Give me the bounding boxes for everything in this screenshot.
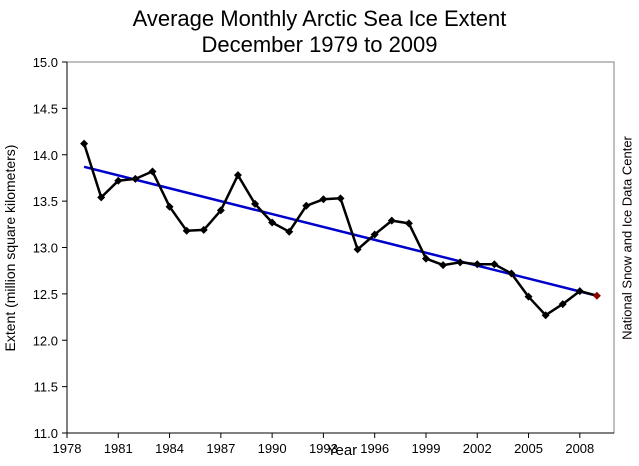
series-line bbox=[82, 143, 598, 317]
chart-subtitle: December 1979 to 2009 bbox=[201, 32, 438, 57]
data-point bbox=[80, 139, 89, 148]
data-point bbox=[507, 269, 516, 278]
y-tick-label: 14.5 bbox=[33, 101, 58, 116]
data-point bbox=[524, 292, 533, 301]
data-point bbox=[131, 174, 140, 183]
y-tick-label: 11.5 bbox=[34, 380, 58, 395]
data-point bbox=[456, 258, 465, 267]
data-point bbox=[558, 300, 567, 309]
data-point bbox=[575, 287, 584, 296]
data-point bbox=[165, 202, 174, 211]
data-point bbox=[216, 206, 225, 215]
data-point bbox=[97, 193, 106, 202]
x-tick-label: 2002 bbox=[463, 441, 492, 456]
plot-frame bbox=[66, 61, 615, 434]
data-point bbox=[370, 230, 379, 239]
y-tick-label: 15.0 bbox=[33, 55, 58, 70]
data-point bbox=[541, 311, 550, 320]
chart-title: Average Monthly Arctic Sea Ice Extent bbox=[132, 6, 507, 31]
y-tick-label: 12.5 bbox=[33, 287, 58, 302]
x-axis-label: Year bbox=[326, 442, 358, 459]
x-tick-label: 1984 bbox=[155, 441, 184, 456]
data-point bbox=[353, 245, 362, 254]
data-point bbox=[302, 201, 311, 210]
data-point bbox=[421, 254, 430, 263]
data-point bbox=[268, 218, 277, 227]
x-tick-label: 1999 bbox=[412, 441, 441, 456]
x-tick-label: 1981 bbox=[104, 441, 133, 456]
x-tick-label: 1987 bbox=[206, 441, 235, 456]
data-point bbox=[285, 227, 294, 236]
data-point bbox=[251, 199, 260, 208]
y-tick-label: 13.5 bbox=[33, 194, 58, 209]
y-tick-label: 14.0 bbox=[33, 148, 58, 163]
data-point bbox=[473, 260, 482, 269]
x-tick-label: 1978 bbox=[53, 441, 82, 456]
data-point bbox=[439, 261, 448, 270]
x-tick-label: 2005 bbox=[514, 441, 543, 456]
x-tick-label: 2008 bbox=[565, 441, 594, 456]
x-tick-label: 1990 bbox=[258, 441, 287, 456]
y-tick-label: 12.0 bbox=[33, 333, 58, 348]
y-tick-label: 13.0 bbox=[33, 241, 58, 256]
data-point bbox=[404, 219, 413, 228]
data-point-latest bbox=[592, 291, 601, 300]
data-point bbox=[148, 167, 157, 176]
x-tick-label: 1996 bbox=[360, 441, 389, 456]
data-point bbox=[490, 260, 499, 269]
data-point bbox=[387, 216, 396, 225]
x-tick-label: 1993 bbox=[309, 441, 338, 456]
data-point bbox=[199, 225, 208, 234]
data-point bbox=[319, 195, 328, 204]
data-point bbox=[114, 176, 123, 185]
data-point bbox=[233, 171, 242, 180]
y-tick-label: 11.0 bbox=[34, 426, 58, 441]
data-point bbox=[336, 194, 345, 203]
data-point bbox=[182, 226, 191, 235]
